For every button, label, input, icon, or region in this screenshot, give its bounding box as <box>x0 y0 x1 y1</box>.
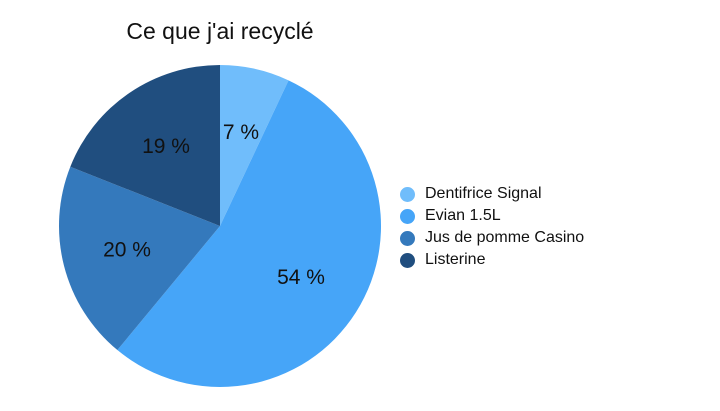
legend-item-listerine: Listerine <box>400 249 584 271</box>
legend-label: Jus de pomme Casino <box>425 229 585 246</box>
slice-label-jus-de-pomme-casino: 20 % <box>103 238 151 261</box>
legend: Dentifrice Signal Evian 1.5L Jus de pomm… <box>400 183 584 271</box>
legend-label: Listerine <box>425 251 486 268</box>
slice-label-dentifrice-signal: 7 % <box>223 121 259 144</box>
legend-swatch <box>400 186 415 202</box>
legend-swatch <box>400 208 415 224</box>
legend-label: Dentifrice Signal <box>425 185 542 202</box>
pie-slice-evian-1-5l <box>117 80 381 387</box>
legend-label: Evian 1.5L <box>425 207 501 224</box>
pie-slice-jus-de-pomme-casino <box>58 166 220 351</box>
pie-slice-dentifrice-signal <box>220 65 289 226</box>
legend-item-evian: Evian 1.5L <box>400 205 584 227</box>
chart-title: Ce que j'ai recyclé <box>126 18 314 44</box>
legend-item-dentifrice-signal: Dentifrice Signal <box>400 183 584 205</box>
legend-item-jus-de-pomme: Jus de pomme Casino <box>400 227 584 249</box>
pie-slice-listerine <box>70 65 220 226</box>
slice-label-listerine: 19 % <box>142 135 190 158</box>
slice-label-evian-1-5l: 54 % <box>277 266 325 289</box>
legend-swatch <box>400 230 415 246</box>
legend-swatch <box>400 252 415 268</box>
